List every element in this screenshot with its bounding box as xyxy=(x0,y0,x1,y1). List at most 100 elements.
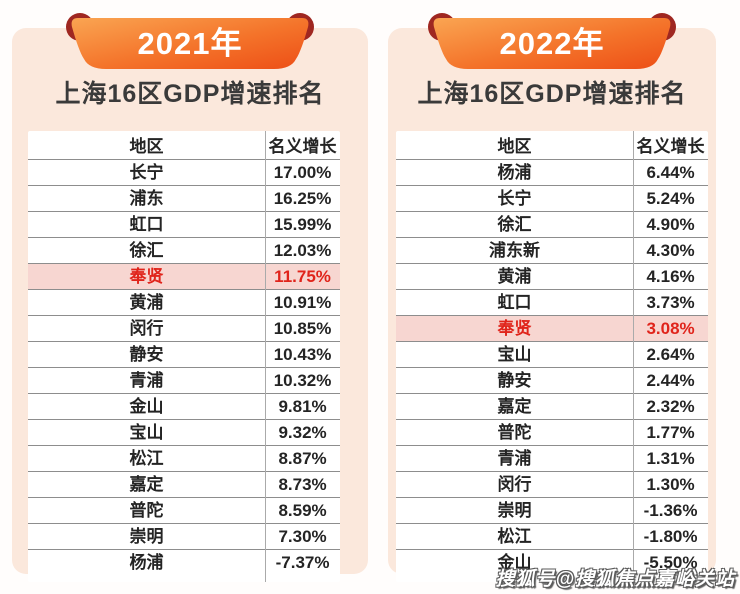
growth-cell: 1.31% xyxy=(646,448,695,468)
district-cell: 松江 xyxy=(497,526,532,546)
growth-cell: 4.90% xyxy=(646,214,695,234)
growth-cell: 5.24% xyxy=(646,188,695,208)
table-row: 嘉定 2.32% xyxy=(396,394,708,420)
district-cell: 静安 xyxy=(497,370,532,390)
gdp-card-2021: 2021年 上海16区GDP增速排名 地区 名义增长 长宁 17.00% 浦东 16.… xyxy=(12,13,368,582)
table-header-row: 地区 名义增长 xyxy=(28,134,340,160)
ribbon-banner-shape xyxy=(66,13,314,69)
table-row: 崇明 -1.36% xyxy=(396,498,708,524)
column-divider xyxy=(265,130,267,582)
growth-cell: 8.73% xyxy=(278,474,327,494)
table-row: 静安 2.44% xyxy=(396,368,708,394)
table-row: 青浦 1.31% xyxy=(396,446,708,472)
district-cell: 闵行 xyxy=(129,318,164,338)
growth-cell: 1.30% xyxy=(646,474,695,494)
growth-cell: 7.30% xyxy=(278,526,327,546)
district-cell: 黄浦 xyxy=(497,266,532,286)
district-cell: 闵行 xyxy=(497,474,532,494)
district-cell: 奉贤 xyxy=(497,318,532,338)
growth-cell: -7.37% xyxy=(275,552,330,572)
district-cell: 青浦 xyxy=(129,370,164,390)
growth-cell: 10.85% xyxy=(273,318,332,338)
table-row: 宝山 2.64% xyxy=(396,342,708,368)
table-row: 嘉定 8.73% xyxy=(28,472,340,498)
growth-cell: -5.50% xyxy=(643,552,698,572)
district-cell: 嘉定 xyxy=(129,474,164,494)
year-label: 2022年 xyxy=(499,26,605,61)
column-divider xyxy=(633,130,635,582)
growth-cell: 2.32% xyxy=(646,396,695,416)
table-row: 金山 9.81% xyxy=(28,394,340,420)
growth-cell: 4.16% xyxy=(646,266,695,286)
table-row: 闵行 1.30% xyxy=(396,472,708,498)
table-row: 黄浦 10.91% xyxy=(28,290,340,316)
table-row: 杨浦 -7.37% xyxy=(28,550,340,575)
growth-cell: 16.25% xyxy=(273,188,332,208)
table-row-highlighted: 奉贤 11.75% xyxy=(28,263,340,290)
growth-cell: 9.32% xyxy=(278,422,327,442)
card-title: 上海16区GDP增速排名 xyxy=(55,80,325,108)
growth-cell: -1.80% xyxy=(643,526,698,546)
table-row: 普陀 8.59% xyxy=(28,498,340,524)
district-cell: 青浦 xyxy=(497,448,532,468)
district-cell: 浦东新 xyxy=(489,240,541,260)
district-cell: 徐汇 xyxy=(497,214,532,234)
district-cell: 虹口 xyxy=(497,292,532,312)
growth-cell: 17.00% xyxy=(273,162,332,182)
table-row: 杨浦 6.44% xyxy=(396,160,708,186)
district-cell: 宝山 xyxy=(129,422,164,442)
table-header-row: 地区 名义增长 xyxy=(396,134,708,160)
table-row: 松江 -1.80% xyxy=(396,524,708,550)
gdp-table-2021: 地区 名义增长 长宁 17.00% 浦东 16.25% 虹口 15.99% 徐汇 12.03%… xyxy=(28,130,340,582)
growth-cell: 10.91% xyxy=(273,292,332,312)
table-row: 黄浦 4.16% xyxy=(396,264,708,290)
growth-cell: 8.87% xyxy=(278,448,327,468)
district-cell: 金山 xyxy=(129,396,164,416)
district-cell: 虹口 xyxy=(129,214,164,234)
table-row: 金山 -5.50% xyxy=(396,550,708,575)
growth-cell: 11.75% xyxy=(274,266,331,286)
table-row: 长宁 5.24% xyxy=(396,186,708,212)
table-row: 长宁 17.00% xyxy=(28,160,340,186)
column-header-district: 地区 xyxy=(497,136,532,156)
district-cell: 长宁 xyxy=(497,188,532,208)
table-body: 杨浦 6.44% 长宁 5.24% 徐汇 4.90% 浦东新 4.30% 黄浦 4.16% 虹口 3.… xyxy=(396,160,708,575)
growth-cell: 12.03% xyxy=(273,240,332,260)
growth-cell: 4.30% xyxy=(646,240,695,260)
growth-cell: -1.36% xyxy=(643,500,698,520)
gdp-table-2022: 地区 名义增长 杨浦 6.44% 长宁 5.24% 徐汇 4.90% 浦东新 4.30% 黄浦 4… xyxy=(396,130,708,582)
table-row: 宝山 9.32% xyxy=(28,420,340,446)
district-cell: 崇明 xyxy=(129,526,164,546)
table-row: 徐汇 4.90% xyxy=(396,212,708,238)
district-cell: 普陀 xyxy=(129,500,164,520)
district-cell: 静安 xyxy=(129,344,164,364)
table-row: 闵行 10.85% xyxy=(28,316,340,342)
year-ribbon-2021: 2021年 xyxy=(12,9,368,73)
table-row: 静安 10.43% xyxy=(28,342,340,368)
district-cell: 长宁 xyxy=(129,162,164,182)
district-cell: 徐汇 xyxy=(129,240,164,260)
table-row: 松江 8.87% xyxy=(28,446,340,472)
growth-cell: 10.32% xyxy=(273,370,332,390)
growth-cell: 1.77% xyxy=(646,422,695,442)
district-cell: 浦东 xyxy=(129,188,164,208)
column-header-growth: 名义增长 xyxy=(636,136,705,156)
growth-cell: 9.81% xyxy=(278,396,327,416)
table-row: 崇明 7.30% xyxy=(28,524,340,550)
table-row: 徐汇 12.03% xyxy=(28,238,340,264)
table-row-highlighted: 奉贤 3.08% xyxy=(396,315,708,342)
growth-cell: 3.08% xyxy=(646,318,695,338)
district-cell: 崇明 xyxy=(497,500,532,520)
table-row: 虹口 3.73% xyxy=(396,290,708,316)
card-title: 上海16区GDP增速排名 xyxy=(417,80,687,108)
table-row: 普陀 1.77% xyxy=(396,420,708,446)
table-row: 浦东 16.25% xyxy=(28,186,340,212)
column-header-district: 地区 xyxy=(129,136,164,156)
district-cell: 普陀 xyxy=(497,422,532,442)
table-row: 浦东新 4.30% xyxy=(396,238,708,264)
growth-cell: 15.99% xyxy=(273,214,332,234)
district-cell: 嘉定 xyxy=(497,396,532,416)
table-body: 长宁 17.00% 浦东 16.25% 虹口 15.99% 徐汇 12.03% 奉贤 11.75%… xyxy=(28,160,340,575)
growth-cell: 3.73% xyxy=(646,292,695,312)
